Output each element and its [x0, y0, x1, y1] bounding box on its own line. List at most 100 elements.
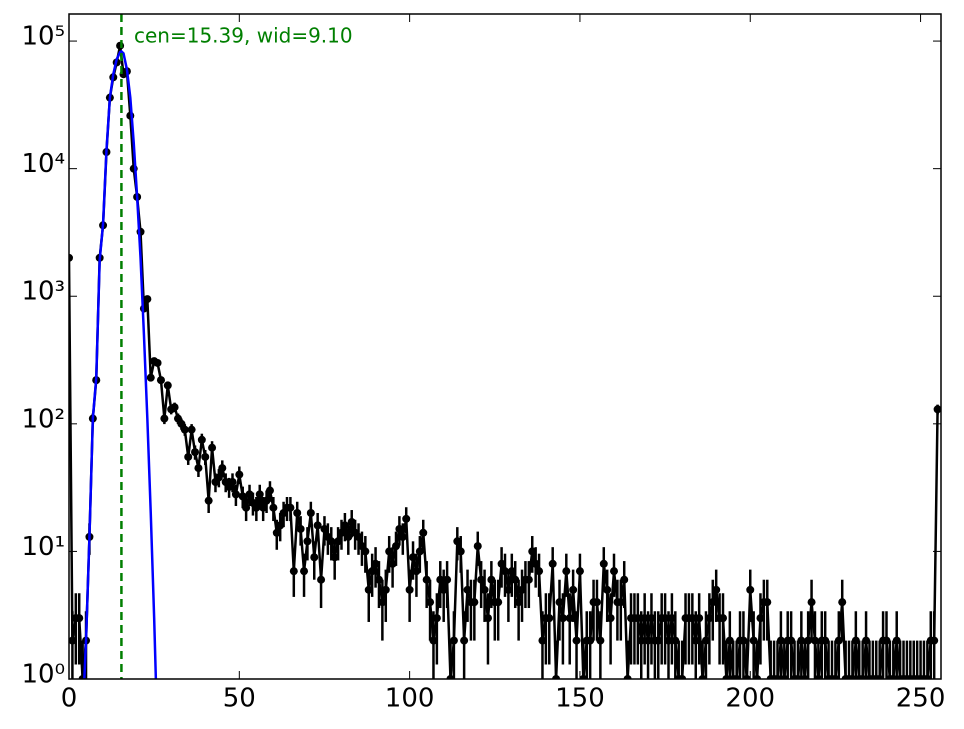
data-point	[395, 524, 404, 533]
data-point	[497, 559, 506, 568]
data-point	[504, 585, 513, 594]
data-line	[69, 45, 939, 679]
data-point	[858, 675, 867, 679]
data-point	[228, 477, 237, 486]
data-point	[923, 675, 932, 679]
data-point	[402, 514, 411, 523]
data-point	[661, 614, 670, 623]
data-point	[422, 575, 431, 584]
data-point	[69, 636, 77, 645]
data-point	[480, 585, 489, 594]
data-point	[327, 537, 336, 546]
data-point	[780, 675, 789, 679]
data-point	[187, 425, 196, 434]
data-point	[637, 636, 646, 645]
data-point	[262, 496, 271, 505]
data-point	[807, 598, 816, 607]
data-point	[429, 636, 438, 645]
data-point	[797, 636, 806, 645]
data-point	[851, 636, 860, 645]
data-point	[548, 559, 557, 568]
data-point	[69, 253, 73, 262]
data-point	[831, 675, 840, 679]
data-point	[610, 567, 618, 576]
data-point	[460, 636, 469, 645]
data-point	[300, 567, 309, 576]
data-point	[269, 503, 278, 512]
annotation: cen=15.39, wid=9.10	[134, 24, 353, 48]
data-point	[184, 452, 193, 461]
data-point	[565, 614, 574, 623]
data-point	[749, 636, 758, 645]
data-point	[623, 675, 632, 679]
data-point	[763, 598, 772, 607]
data-point	[289, 567, 298, 576]
data-point	[705, 614, 714, 623]
data-point	[208, 443, 217, 452]
data-point	[606, 614, 615, 623]
data-point	[616, 598, 625, 607]
data-point	[773, 675, 782, 679]
data-point	[398, 532, 407, 541]
data-point	[518, 585, 527, 594]
y-tick-label: 10⁵	[21, 22, 65, 52]
data-point	[317, 575, 326, 584]
data-point	[620, 575, 629, 584]
data-point	[712, 585, 721, 594]
data-point	[204, 496, 213, 505]
data-point	[337, 528, 346, 537]
data-point	[340, 521, 349, 530]
data-point	[252, 503, 261, 512]
data-point	[368, 567, 377, 576]
data-point	[296, 524, 305, 533]
data-point	[143, 295, 152, 304]
x-tick-label: 50	[223, 684, 256, 714]
data-point	[810, 636, 819, 645]
data-point	[821, 636, 830, 645]
data-point	[531, 559, 540, 568]
data-point	[177, 419, 186, 428]
data-point	[579, 675, 588, 679]
data-point	[320, 524, 329, 533]
data-point	[238, 492, 247, 501]
data-point	[170, 403, 179, 412]
data-point	[361, 547, 370, 556]
data-point	[303, 537, 312, 546]
data-point	[201, 452, 210, 461]
data-point	[163, 381, 172, 390]
data-point	[562, 567, 571, 576]
data-point	[671, 636, 680, 645]
data-point	[572, 636, 581, 645]
data-point	[838, 598, 847, 607]
data-point	[933, 405, 941, 414]
data-point	[739, 636, 748, 645]
data-point	[344, 532, 353, 541]
y-tick-label: 10²	[21, 404, 65, 434]
data-point	[293, 509, 302, 518]
data-point	[862, 636, 871, 645]
data-point	[385, 547, 394, 556]
data-point	[218, 464, 227, 473]
data-point	[231, 490, 240, 499]
x-tick-label: 0	[61, 684, 78, 714]
data-point	[722, 675, 731, 679]
data-point	[558, 614, 567, 623]
y-tick-label: 10⁴	[21, 149, 65, 179]
data-point	[439, 585, 448, 594]
data-point	[371, 559, 380, 568]
data-point	[596, 636, 605, 645]
data-point	[415, 547, 424, 556]
data-point	[483, 614, 492, 623]
y-tick-label: 10³	[21, 277, 65, 307]
data-point	[787, 636, 796, 645]
data-point	[892, 636, 901, 645]
data-point	[255, 490, 264, 499]
data-point	[719, 614, 727, 623]
data-point	[191, 448, 200, 457]
data-point	[432, 614, 441, 623]
data-point	[695, 614, 704, 623]
data-point	[555, 598, 564, 607]
data-point	[575, 567, 584, 576]
data-point	[392, 542, 400, 551]
